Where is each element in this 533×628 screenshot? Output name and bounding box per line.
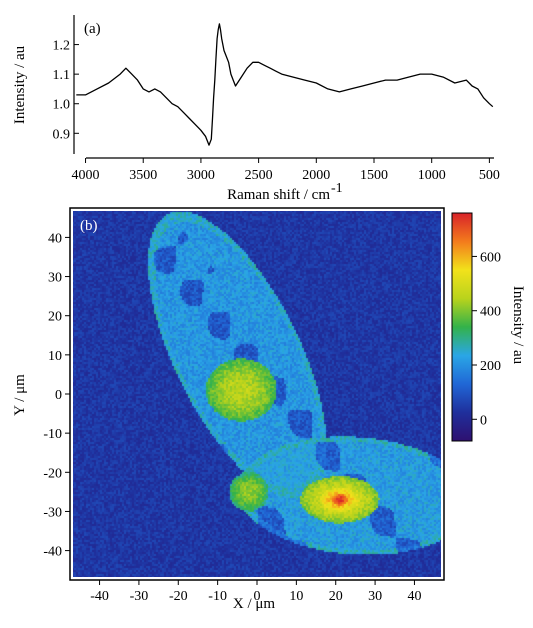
heatmap-y-tick-label: 10 xyxy=(48,349,62,364)
spectrum-x-tick-label: 1500 xyxy=(360,168,388,183)
spectrum-x-axis-title: Raman shift / cm xyxy=(227,187,330,203)
colorbar-tick-label: 0 xyxy=(480,413,487,428)
heatmap-y-tick-label: 40 xyxy=(48,231,62,246)
heatmap-x-tick-label: -20 xyxy=(169,589,188,604)
spectrum-x-tick-label: 2500 xyxy=(245,168,273,183)
colorbar-tick-label: 400 xyxy=(480,305,501,320)
heatmap-x-tick-label: -10 xyxy=(208,589,227,604)
spectrum-x-tick-label: 500 xyxy=(479,168,500,183)
spectrum-y-tick-label: 1.1 xyxy=(53,68,71,83)
spectrum-x-tick-label: 3500 xyxy=(129,168,157,183)
spectrum-y-tick-label: 0.9 xyxy=(53,127,71,142)
heatmap-image-holder xyxy=(72,210,442,578)
heatmap-y-tick-label: 20 xyxy=(48,310,62,325)
panel-b-label: (b) xyxy=(80,218,98,234)
spectrum-x-axis-title-superscript: -1 xyxy=(331,181,343,196)
heatmap-axes: -40 -30 -20 -10 0 10 20 30 40 40 30 20 10 0 -10 -20 -30 -… xyxy=(43,231,421,604)
spectrum-y-axis-title: Intensity / au xyxy=(12,45,28,124)
heatmap-x-tick-label: 40 xyxy=(407,589,421,604)
heatmap-canvas xyxy=(72,210,442,578)
heatmap-y-tick-label: 30 xyxy=(48,271,62,286)
heatmap-x-tick-label: 30 xyxy=(368,589,382,604)
panel-a-label: (a) xyxy=(84,21,101,37)
colorbar xyxy=(451,212,473,442)
spectrum-x-tick-label: 3000 xyxy=(187,168,215,183)
heatmap-y-axis-title: Y / μm xyxy=(12,374,28,416)
heatmap-y-tick-label: 0 xyxy=(55,388,62,403)
spectrum-x-tick-label: 2000 xyxy=(302,168,330,183)
heatmap-inner-border xyxy=(71,209,443,579)
spectrum-series-line xyxy=(76,23,494,146)
heatmap-x-tick-label: -30 xyxy=(130,589,149,604)
heatmap-x-tick-label: 20 xyxy=(329,589,343,604)
heatmap-y-tick-label: -20 xyxy=(43,466,62,481)
spectrum-x-tick-label: 4000 xyxy=(72,168,100,183)
spectrum-axes: 0.9 1.0 1.1 1.2 4000 3500 3000 2500 2000 1500 1000… xyxy=(53,15,500,183)
spectrum-y-tick-label: 1.0 xyxy=(53,98,71,113)
heatmap-x-axis-title: X / μm xyxy=(233,596,276,612)
colorbar-tick-label: 200 xyxy=(480,359,501,374)
colorbar-axis: 600 400 200 0 xyxy=(472,250,501,428)
heatmap-y-tick-label: -40 xyxy=(43,545,62,560)
raman-map-panel: -40 -30 -20 -10 0 10 20 30 40 40 30 20 10 0 -10 -20 -30 -… xyxy=(12,207,526,612)
heatmap-x-tick-label: 0 xyxy=(254,589,261,604)
spectrum-panel: 0.9 1.0 1.1 1.2 4000 3500 3000 2500 2000 1500 1000… xyxy=(12,15,500,203)
heatmap-x-tick-label: 10 xyxy=(289,589,303,604)
heatmap-x-tick-label: -40 xyxy=(90,589,109,604)
colorbar-tick-label: 600 xyxy=(480,250,501,265)
heatmap-y-tick-label: -30 xyxy=(43,505,62,520)
colorbar-title: Intensity / au xyxy=(510,286,526,365)
heatmap-y-tick-label: -10 xyxy=(43,427,62,442)
spectrum-x-tick-label: 1000 xyxy=(418,168,446,183)
spectrum-y-tick-label: 1.2 xyxy=(53,39,71,54)
